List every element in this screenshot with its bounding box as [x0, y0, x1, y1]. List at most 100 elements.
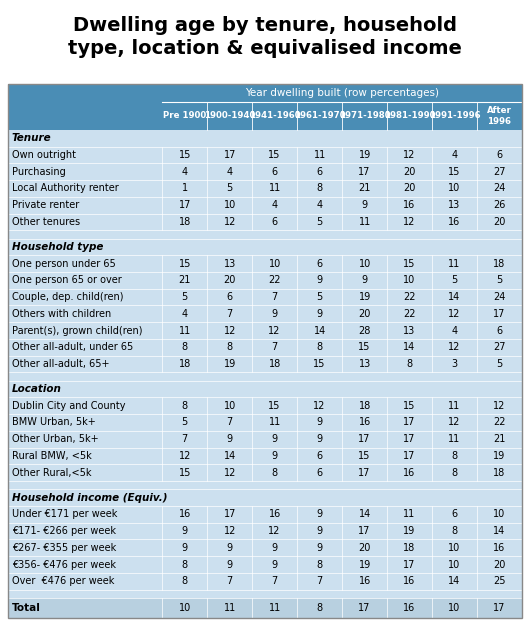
Text: 8: 8: [407, 359, 413, 369]
Text: 15: 15: [448, 167, 461, 177]
Text: Year dwelling built (row percentages): Year dwelling built (row percentages): [245, 88, 439, 98]
Text: Over  €476 per week: Over €476 per week: [12, 576, 114, 586]
Text: 11: 11: [403, 509, 416, 519]
Text: 21: 21: [179, 276, 191, 285]
Text: 11: 11: [313, 150, 326, 160]
Text: 14: 14: [493, 526, 506, 536]
Text: Dublin City and County: Dublin City and County: [12, 401, 126, 411]
Text: 18: 18: [179, 359, 191, 369]
Text: 28: 28: [358, 325, 371, 335]
Text: Other tenures: Other tenures: [12, 217, 80, 227]
Bar: [8, 305, 522, 322]
Text: 10: 10: [224, 401, 236, 411]
Bar: [8, 464, 522, 481]
Bar: [8, 506, 522, 522]
Text: 7: 7: [226, 309, 233, 319]
Text: Purchasing: Purchasing: [12, 167, 66, 177]
Text: 20: 20: [358, 309, 371, 319]
Text: 9: 9: [227, 560, 233, 570]
Text: 13: 13: [403, 325, 416, 335]
Text: 9: 9: [182, 526, 188, 536]
Text: 14: 14: [313, 325, 326, 335]
Text: 10: 10: [269, 259, 281, 269]
Text: 4: 4: [227, 167, 233, 177]
Text: 5: 5: [497, 359, 502, 369]
Text: 7: 7: [271, 576, 278, 586]
Bar: [8, 373, 522, 381]
Text: 8: 8: [182, 560, 188, 570]
Text: 1: 1: [182, 183, 188, 193]
Text: 17: 17: [224, 150, 236, 160]
Text: 6: 6: [271, 217, 278, 227]
Text: Other all-adult, 65+: Other all-adult, 65+: [12, 359, 110, 369]
Text: 17: 17: [493, 603, 506, 613]
Text: 9: 9: [316, 526, 323, 536]
Text: Own outright: Own outright: [12, 150, 76, 160]
Text: 15: 15: [358, 451, 371, 461]
Bar: [8, 230, 522, 239]
Text: 18: 18: [493, 468, 506, 478]
Text: 12: 12: [269, 526, 281, 536]
Text: 12: 12: [224, 468, 236, 478]
Bar: [8, 598, 522, 618]
Text: 8: 8: [182, 401, 188, 411]
Text: 17: 17: [224, 509, 236, 519]
Text: 25: 25: [493, 576, 506, 586]
Bar: [8, 397, 522, 414]
Text: 7: 7: [226, 576, 233, 586]
Text: 7: 7: [271, 342, 278, 352]
Text: 5: 5: [226, 183, 233, 193]
Text: 27: 27: [493, 342, 506, 352]
Text: 8: 8: [182, 576, 188, 586]
Text: 16: 16: [358, 576, 370, 586]
Text: 6: 6: [316, 167, 323, 177]
Bar: [8, 130, 522, 147]
Text: 8: 8: [227, 342, 233, 352]
Text: 1991-1996: 1991-1996: [429, 111, 480, 121]
Text: 15: 15: [403, 401, 416, 411]
Bar: [0, 0, 530, 78]
Text: 9: 9: [316, 276, 323, 285]
Text: 6: 6: [271, 167, 278, 177]
Text: 9: 9: [361, 276, 368, 285]
Text: 17: 17: [403, 560, 416, 570]
Text: 15: 15: [313, 359, 326, 369]
Bar: [8, 556, 522, 573]
Text: 10: 10: [403, 276, 416, 285]
Text: 20: 20: [403, 183, 416, 193]
Text: Under €171 per week: Under €171 per week: [12, 509, 117, 519]
Text: 1981-1990: 1981-1990: [384, 111, 435, 121]
Text: 12: 12: [179, 451, 191, 461]
Text: 5: 5: [182, 292, 188, 302]
Bar: [8, 590, 522, 598]
Bar: [8, 539, 522, 556]
Text: 8: 8: [316, 342, 323, 352]
Text: 20: 20: [403, 167, 416, 177]
Text: 17: 17: [179, 200, 191, 210]
Text: 19: 19: [358, 292, 370, 302]
Text: 7: 7: [182, 434, 188, 444]
Bar: [8, 197, 522, 213]
Text: 15: 15: [269, 150, 281, 160]
Text: Total: Total: [12, 603, 41, 613]
Text: 15: 15: [403, 259, 416, 269]
Bar: [8, 256, 522, 272]
Text: 24: 24: [493, 183, 506, 193]
Text: 22: 22: [493, 417, 506, 427]
Text: 8: 8: [452, 526, 457, 536]
Text: 18: 18: [179, 217, 191, 227]
Text: 9: 9: [361, 200, 368, 210]
Bar: [8, 573, 522, 590]
Bar: [8, 213, 522, 230]
Text: 18: 18: [269, 359, 281, 369]
Text: 12: 12: [403, 150, 416, 160]
Text: 11: 11: [448, 434, 461, 444]
Text: 9: 9: [316, 509, 323, 519]
Text: 16: 16: [448, 217, 461, 227]
Text: 11: 11: [179, 325, 191, 335]
Text: 7: 7: [226, 417, 233, 427]
Text: 8: 8: [271, 468, 278, 478]
Text: 15: 15: [179, 468, 191, 478]
Text: 14: 14: [358, 509, 370, 519]
Text: 14: 14: [448, 292, 461, 302]
